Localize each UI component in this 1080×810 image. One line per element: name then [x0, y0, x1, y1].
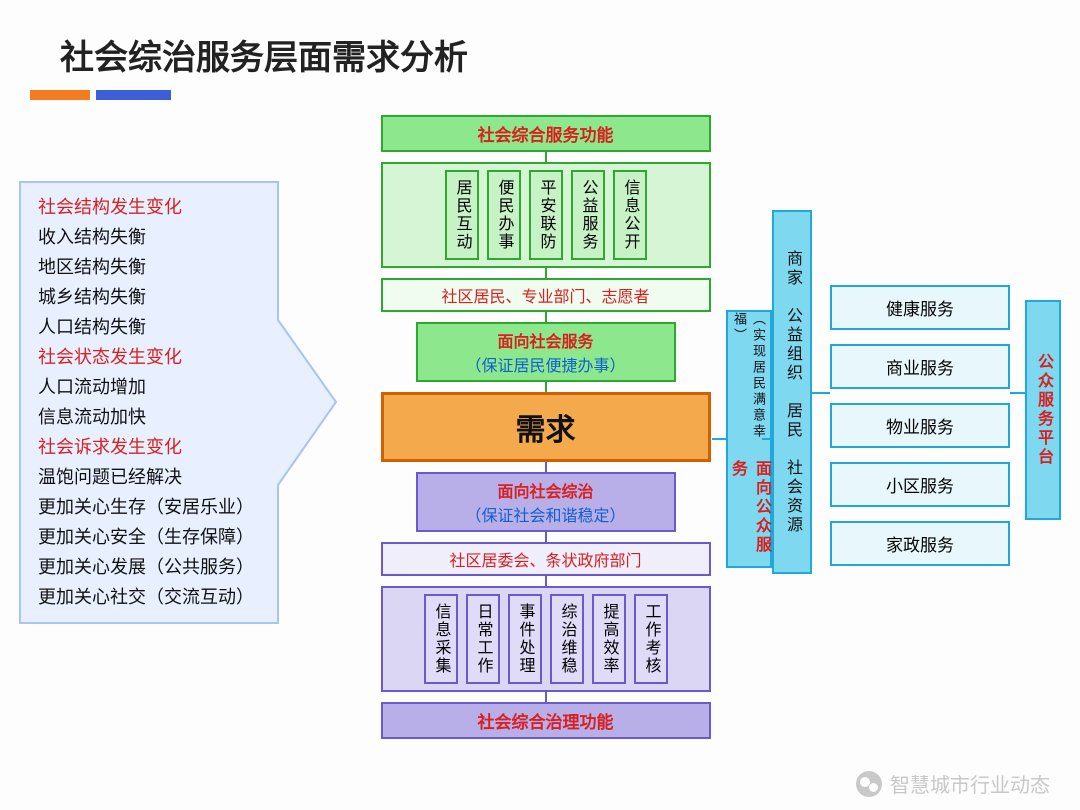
arrow-line: 温饱问题已经解决 [38, 462, 298, 492]
platform-box: 公众服务平台 [1025, 300, 1061, 520]
conn-public-actors [762, 438, 772, 440]
arrow-line: 更加关心生存（安居乐业） [38, 492, 298, 522]
bot-func-row: 信息采集日常工作事件处理综治维稳提高效率工作考核 [381, 586, 711, 692]
arrow-line: 人口流动增加 [38, 372, 298, 402]
conn-actors-list [812, 392, 830, 394]
arrow-line: 人口结构失衡 [38, 312, 298, 342]
accent-bars [30, 90, 171, 100]
arrow-line: 收入结构失衡 [38, 222, 298, 252]
wechat-icon [856, 771, 882, 797]
top-actors: 社区居民、专业部门、志愿者 [381, 278, 711, 312]
arrow-line: 城乡结构失衡 [38, 282, 298, 312]
service-item: 商业服务 [830, 344, 1010, 389]
top-func-row: 居民互动便民办事平安联防公益服务信息公开 [381, 162, 711, 268]
top-func-cell: 居民互动 [445, 170, 479, 260]
arrow-line: 社会诉求发生变化 [38, 432, 298, 462]
left-arrow-panel: 社会结构发生变化收入结构失衡地区结构失衡城乡结构失衡人口结构失衡社会状态发生变化… [18, 180, 338, 625]
governance-box: 面向社会综治 （保证社会和谐稳定） [416, 472, 676, 532]
service-item: 物业服务 [830, 403, 1010, 448]
social-service-box: 面向社会服务 （保证居民便捷办事） [416, 322, 676, 382]
arrow-line: 更加关心发展（公共服务） [38, 552, 298, 582]
arrow-line: 更加关心安全（生存保障） [38, 522, 298, 552]
conn-list-platform [1010, 392, 1025, 394]
bot-func-cell: 提高效率 [592, 594, 626, 684]
center-diagram: 社会综合服务功能 居民互动便民办事平安联防公益服务信息公开 社区居民、专业部门、… [378, 115, 713, 739]
conn-demand-public [712, 438, 726, 440]
bar-blue [96, 90, 171, 100]
service-item: 家政服务 [830, 521, 1010, 566]
service-item: 小区服务 [830, 462, 1010, 507]
arrow-line: 社会状态发生变化 [38, 342, 298, 372]
bot-func-cell: 综治维稳 [550, 594, 584, 684]
bot-func-cell: 信息采集 [424, 594, 458, 684]
arrow-text-list: 社会结构发生变化收入结构失衡地区结构失衡城乡结构失衡人口结构失衡社会状态发生变化… [38, 192, 298, 612]
top-func-title: 社会综合服务功能 [381, 115, 711, 152]
demand-box: 需求 [381, 392, 711, 462]
footer-watermark: 智慧城市行业动态 [856, 769, 1050, 798]
service-item: 健康服务 [830, 285, 1010, 330]
arrow-line: 信息流动加快 [38, 402, 298, 432]
bot-actors: 社区居委会、条状政府部门 [381, 542, 711, 576]
arrow-line: 更加关心社交（交流互动） [38, 582, 298, 612]
arrow-line: 社会结构发生变化 [38, 192, 298, 222]
page-title: 社会综治服务层面需求分析 [60, 30, 468, 79]
bot-func-cell: 工作考核 [634, 594, 668, 684]
right-actors: 商家 公益组织 居民 社会资源 [772, 210, 812, 574]
top-func-cell: 公益服务 [571, 170, 605, 260]
top-func-cell: 平安联防 [529, 170, 563, 260]
top-func-cell: 便民办事 [487, 170, 521, 260]
service-list: 健康服务商业服务物业服务小区服务家政服务 [830, 285, 1010, 566]
bar-orange [30, 90, 90, 100]
arrow-line: 地区结构失衡 [38, 252, 298, 282]
bot-func-title: 社会综合治理功能 [381, 702, 711, 739]
top-func-cell: 信息公开 [613, 170, 647, 260]
bot-func-cell: 日常工作 [466, 594, 500, 684]
bot-func-cell: 事件处理 [508, 594, 542, 684]
